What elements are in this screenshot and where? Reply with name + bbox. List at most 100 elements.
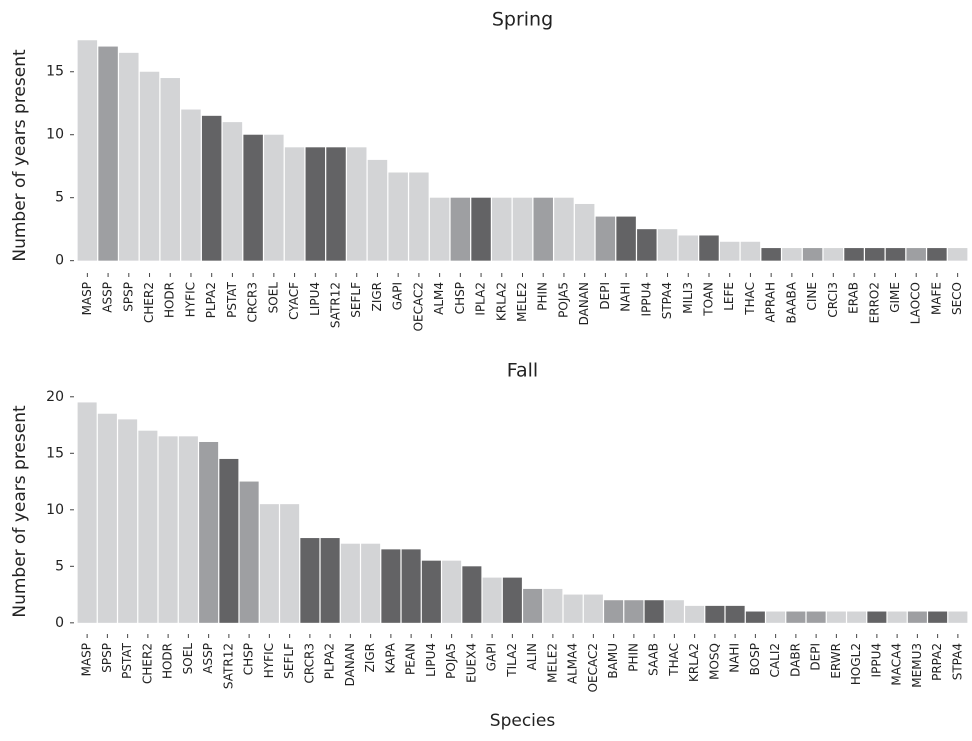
bar	[259, 504, 279, 623]
bar	[346, 147, 367, 261]
x-tick-label: STPA4	[660, 282, 674, 319]
x-tick-label: DEPI	[809, 643, 823, 671]
y-tick-label: 10	[46, 127, 64, 143]
bar	[766, 611, 786, 623]
y-axis-label: Number of years present	[10, 49, 30, 262]
x-tick-label: CALI2	[768, 643, 782, 677]
bar	[178, 436, 198, 623]
x-tick-label: CRCI3	[826, 282, 840, 318]
x-tick-label: IPPU4	[869, 643, 883, 677]
bar	[222, 122, 243, 261]
x-tick-label: MASP	[80, 643, 94, 676]
bar	[199, 441, 219, 623]
x-tick-label: PHIN	[536, 282, 550, 311]
x-tick-label: MAFE	[929, 282, 943, 315]
x-tick-label: PHIN	[626, 643, 640, 672]
x-tick-label: MOSQ	[707, 643, 721, 680]
bar	[409, 172, 429, 261]
bar	[847, 611, 867, 623]
bar	[429, 197, 450, 261]
bar	[826, 611, 846, 623]
bar	[664, 600, 684, 623]
chart-title: Fall	[507, 360, 538, 382]
bar	[927, 248, 947, 261]
x-tick-label: CHSP	[242, 643, 256, 675]
x-tick-label: GAPI	[391, 282, 405, 310]
bar	[381, 549, 401, 623]
x-tick-label: ZIGR	[363, 643, 377, 672]
x-tick-label: GIME	[888, 282, 902, 313]
x-tick-label: HYFIC	[262, 643, 276, 678]
x-tick-label: SOEL	[181, 643, 195, 675]
x-tick-label: IPPU4	[639, 282, 653, 316]
bar	[865, 248, 885, 261]
x-tick-label: TOAN	[701, 282, 715, 317]
x-tick-label: PSTAT	[120, 642, 134, 679]
bar	[77, 402, 97, 623]
x-tick-label: OECAC2	[586, 643, 600, 692]
bar	[512, 197, 533, 261]
bar	[201, 115, 222, 261]
bar	[595, 216, 616, 261]
x-tick-label: SAAB	[647, 643, 661, 676]
bar	[740, 241, 761, 261]
x-axis-label: Species	[490, 711, 556, 731]
x-tick-label: LAOCO	[909, 282, 923, 324]
x-tick-label: APRAH	[764, 282, 778, 323]
bar	[280, 504, 300, 623]
x-tick-label: HYFIC	[183, 282, 197, 317]
x-tick-label: LEFE	[722, 282, 736, 311]
bar	[761, 248, 781, 261]
x-tick-label: SATR12	[221, 643, 235, 689]
bar	[887, 611, 907, 623]
x-tick-label: IPLA2	[474, 282, 488, 316]
x-tick-label: DEPI	[598, 282, 612, 310]
x-tick-label: CINE	[805, 282, 819, 310]
x-tick-label: MELE2	[545, 643, 559, 683]
x-tick-label: KAPA	[383, 642, 397, 673]
bar	[421, 560, 441, 623]
x-tick-label: ALMA4	[566, 643, 580, 684]
x-tick-label: DANAN	[577, 282, 591, 325]
x-tick-label: KRLA2	[687, 643, 701, 682]
x-tick-label: MELE2	[515, 282, 529, 322]
x-tick-label: PEAN	[404, 643, 418, 675]
bar	[471, 197, 491, 261]
x-tick-label: MACA4	[890, 643, 904, 686]
bar	[543, 588, 563, 623]
bar	[77, 40, 98, 261]
x-tick-label: BOSP	[748, 643, 762, 675]
x-tick-label: ASSP	[201, 643, 215, 674]
x-tick-label: DANAN	[343, 643, 357, 686]
bar	[616, 216, 636, 261]
x-tick-label: SATR12	[329, 282, 343, 328]
bar	[502, 577, 522, 623]
bar	[699, 235, 719, 261]
bar	[725, 605, 745, 623]
bar	[806, 611, 826, 623]
bar	[340, 543, 360, 623]
x-tick-label: PLPA2	[323, 643, 337, 679]
bar	[907, 611, 927, 623]
bar	[97, 413, 117, 623]
bar	[786, 611, 806, 623]
bar	[885, 248, 906, 261]
x-tick-label: STPA4	[950, 643, 964, 680]
bar	[482, 577, 502, 623]
bar	[139, 71, 160, 261]
bar	[320, 538, 340, 623]
x-tick-label: TILA2	[505, 643, 519, 678]
x-tick-label: ASSP	[101, 282, 115, 313]
x-tick-label: GAPI	[485, 643, 499, 671]
bar	[160, 78, 180, 261]
bar	[219, 458, 239, 623]
bar	[928, 611, 948, 623]
bar	[554, 197, 574, 261]
x-tick-label: SEFLF	[349, 282, 363, 318]
x-tick-label: MASP	[80, 282, 94, 315]
x-tick-label: HOGL2	[849, 643, 863, 685]
x-tick-label: SOEL	[266, 282, 280, 314]
x-tick-label: BAMU	[606, 643, 620, 679]
bar	[305, 147, 326, 261]
